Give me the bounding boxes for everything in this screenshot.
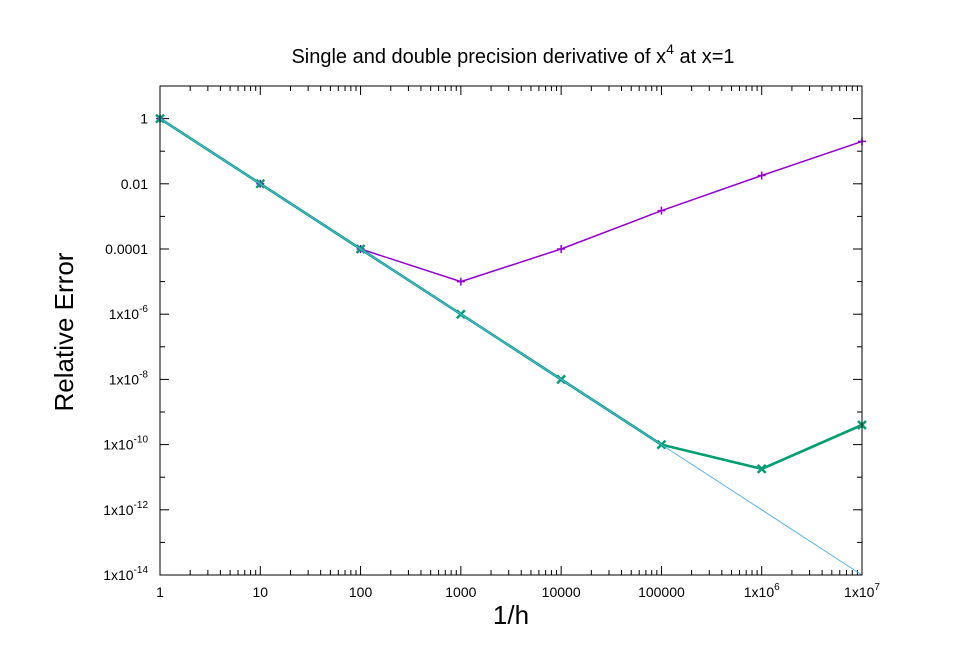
x-axis-title: 1/h [493, 600, 529, 630]
y-tick-label: 0.01 [121, 176, 148, 192]
y-tick-label: 1x10-8 [109, 369, 149, 387]
series-2-point [756, 463, 767, 474]
y-tick-label: 1 [140, 111, 148, 127]
series-1-point [456, 277, 465, 286]
x-tick-label: 10000 [542, 584, 581, 600]
x-tick-label: 100 [349, 584, 373, 600]
x-tick-label: 100000 [638, 584, 685, 600]
y-tick-label: 1x10-14 [103, 565, 148, 583]
series-1-point [657, 206, 666, 215]
y-tick-label: 1x10-10 [103, 435, 148, 453]
series-1-point [757, 171, 766, 180]
x-tick-label: 1 [156, 584, 164, 600]
y-tick-label: 1x10-6 [109, 304, 149, 322]
y-tick-label: 0.0001 [105, 241, 148, 257]
series-1-line [159, 117, 863, 283]
chart-title: Single and double precision derivative o… [291, 41, 734, 68]
series-3-line [159, 118, 863, 576]
y-axis-title: Relative Error [49, 252, 79, 411]
x-tick-label: 1x106 [744, 582, 780, 600]
series-2-line [159, 117, 863, 471]
x-tick-label: 1x107 [844, 582, 880, 600]
x-tick-label: 10 [252, 584, 268, 600]
plot-frame [159, 85, 863, 576]
series-1-point [557, 245, 566, 253]
y-tick-label: 1x10-12 [103, 500, 148, 518]
x-tick-label: 1000 [445, 584, 476, 600]
